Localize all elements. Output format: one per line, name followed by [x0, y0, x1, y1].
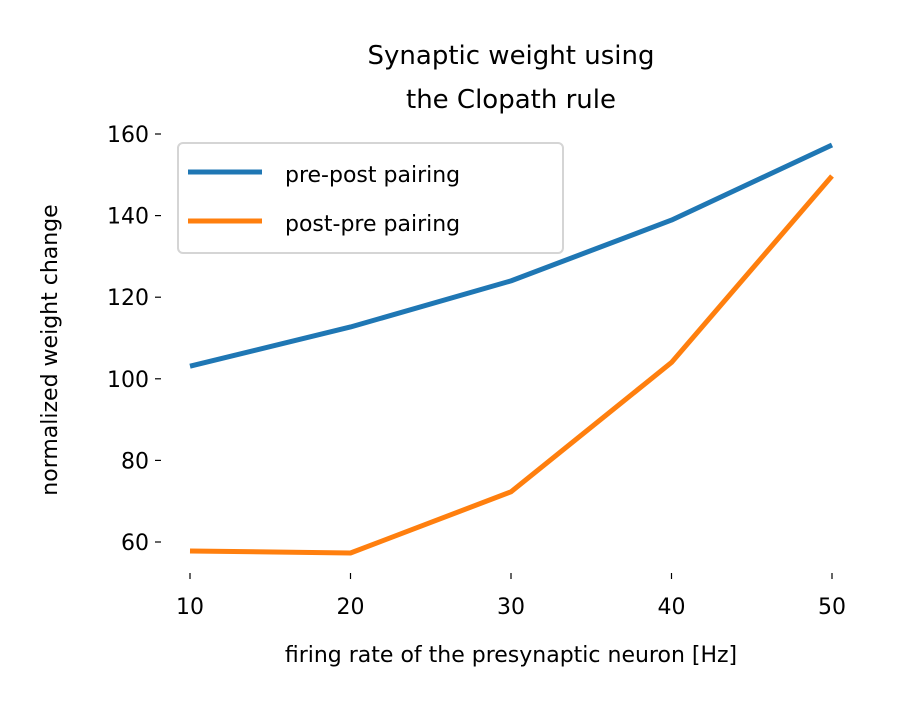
series-line-pre-post-pairing [189, 142, 834, 369]
x-axis: 10 20 30 40 50 [176, 573, 846, 620]
x-tick-label: 30 [497, 595, 525, 620]
y-tick-label: 80 [121, 449, 149, 474]
legend-label-pre-post: pre-post pairing [285, 163, 460, 188]
legend: pre-post pairing post-pre pairing [177, 142, 564, 254]
y-tick-label: 120 [107, 286, 149, 311]
y-axis-label: normalized weight change [38, 204, 63, 495]
x-tick-label: 50 [818, 595, 846, 620]
legend-frame [177, 142, 564, 254]
y-tick-label: 140 [107, 205, 149, 230]
legend-label-post-pre: post-pre pairing [285, 212, 460, 237]
y-axis: 60 80 100 120 140 160 [107, 123, 161, 556]
y-tick-label: 60 [121, 531, 149, 556]
plot-lines [189, 142, 834, 556]
y-tick-label: 100 [107, 368, 149, 393]
x-axis-label: firing rate of the presynaptic neuron [H… [285, 643, 737, 668]
chart-title-line-1: Synaptic weight using [368, 41, 655, 71]
x-tick-label: 10 [176, 595, 204, 620]
series-line-post-pre-pairing [189, 174, 834, 556]
x-tick-label: 20 [337, 595, 365, 620]
x-tick-label: 40 [658, 595, 686, 620]
y-tick-label: 160 [107, 123, 149, 148]
chart-title-line-2: the Clopath rule [406, 85, 616, 115]
